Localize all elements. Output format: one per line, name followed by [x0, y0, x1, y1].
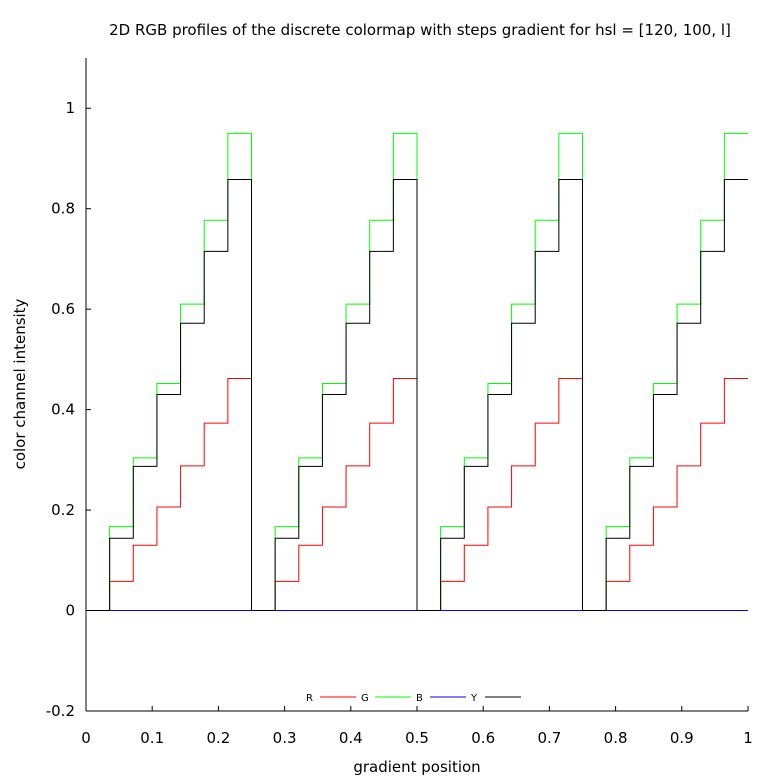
x-tick-label: 0.5	[405, 729, 429, 747]
x-tick-label: 0.4	[339, 729, 363, 747]
x-tick-label: 0	[81, 729, 91, 747]
x-axis-label: gradient position	[353, 758, 480, 776]
x-tick-label: 0.1	[140, 729, 164, 747]
x-tick-label: 0.3	[273, 729, 297, 747]
x-tick-label: 0.6	[471, 729, 495, 747]
y-tick-label: 0.4	[51, 401, 75, 419]
legend-label-g: G	[361, 693, 369, 704]
y-axis-label: color channel intensity	[11, 298, 29, 469]
x-tick-label: 0.8	[604, 729, 628, 747]
x-tick-label: 0.2	[206, 729, 230, 747]
y-tick-label: 0.6	[51, 300, 75, 318]
x-tick-label: 1	[743, 729, 753, 747]
series-line-y	[86, 179, 748, 612]
axes: 0 0.1 0.2 0.3 0.4 0.5 0.6 0.7 0.8 0.9 1 -0.2 0 0.2 0.4…	[46, 58, 753, 747]
series-layer	[86, 132, 748, 612]
x-tick-label: 0.7	[537, 729, 561, 747]
x-tick-label: 0.9	[670, 729, 694, 747]
chart-title: 2D RGB profiles of the discrete colormap…	[109, 21, 731, 39]
y-tick-label: 0	[65, 602, 75, 620]
legend-label-y: Y	[470, 693, 478, 704]
legend-label-b: B	[416, 693, 423, 704]
y-tick-label: -0.2	[46, 702, 75, 720]
y-tick-label: 0.8	[51, 200, 75, 218]
y-tick-label: 0.2	[51, 501, 75, 519]
legend-label-r: R	[306, 693, 313, 704]
y-tick-label: 1	[65, 99, 75, 117]
